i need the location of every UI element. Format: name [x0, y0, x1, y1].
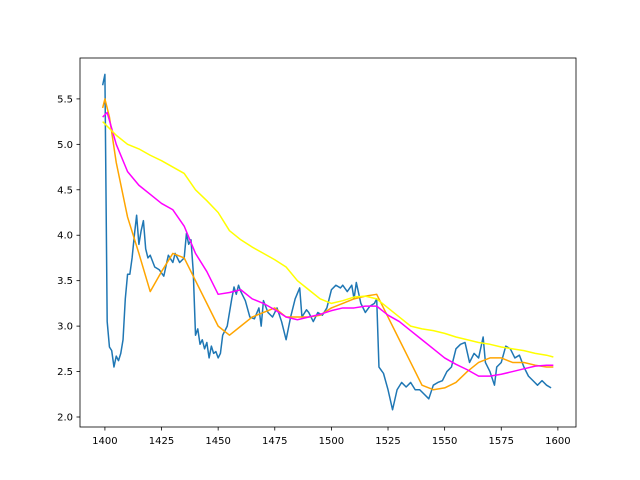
axes-frame — [79, 57, 577, 428]
data-line — [101, 98, 554, 391]
data-line — [101, 73, 552, 411]
y-tick-label: 2.0 — [57, 413, 73, 424]
y-tick-label: 5.0 — [57, 140, 73, 151]
y-tick-label: 2.5 — [57, 367, 73, 378]
x-tick-label: 1475 — [262, 436, 287, 447]
y-tick-label: 4.5 — [57, 185, 73, 196]
x-tick-label: 1550 — [432, 436, 457, 447]
data-line — [102, 111, 554, 377]
y-tick-label: 3.0 — [57, 322, 73, 333]
y-tick-label: 4.0 — [57, 231, 73, 242]
data-line — [102, 121, 554, 358]
x-tick-label: 1400 — [92, 436, 117, 447]
x-tick-label: 1500 — [319, 436, 344, 447]
y-tick-label: 3.5 — [57, 276, 73, 287]
x-tick-label: 1425 — [149, 436, 174, 447]
y-tick-label: 5.5 — [57, 94, 73, 105]
x-tick-label: 1575 — [489, 436, 514, 447]
plot-area — [101, 73, 554, 411]
x-tick-label: 1450 — [205, 436, 230, 447]
x-tick-label: 1525 — [375, 436, 400, 447]
x-tick-label: 1600 — [545, 436, 570, 447]
